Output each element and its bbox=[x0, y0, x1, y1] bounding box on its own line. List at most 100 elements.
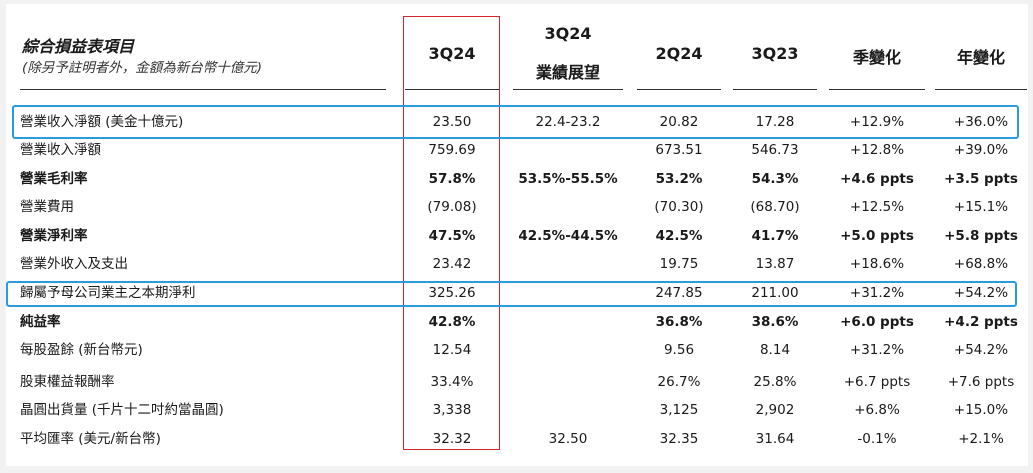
row-label: 平均匯率 (美元/新台幣) bbox=[20, 431, 161, 447]
table-row: 營業毛利率 57.8% 53.5%-55.5% 53.2% 54.3% +4.6… bbox=[0, 165, 1033, 193]
cell-qoq: +6.8% bbox=[854, 402, 900, 418]
cell-2q24: (70.30) bbox=[654, 199, 704, 215]
cell-2q24: 247.85 bbox=[655, 285, 703, 301]
cell-3q24: 3,338 bbox=[432, 402, 472, 418]
cell-3q24: 42.8% bbox=[428, 314, 476, 330]
row-label: 營業收入淨額 (美金十億元) bbox=[20, 114, 184, 130]
cell-3q23: 25.8% bbox=[753, 374, 797, 390]
cell-2q24: 19.75 bbox=[659, 256, 699, 272]
cell-yoy: +39.0% bbox=[953, 142, 1009, 158]
header-3q24-guidance-line1: 3Q24 bbox=[544, 24, 592, 43]
cell-yoy: +5.8 ppts bbox=[944, 228, 1018, 244]
row-label: 營業外收入及支出 bbox=[20, 256, 128, 272]
row-label: 每股盈餘 (新台幣元) bbox=[20, 342, 143, 358]
cell-3q23: 31.64 bbox=[755, 431, 795, 447]
cell-guidance bbox=[513, 368, 623, 396]
row-label: 純益率 bbox=[20, 314, 61, 330]
table-subtitle: (除另予註明者外，金額為新台幣十億元) bbox=[22, 60, 263, 76]
table-title: 綜合損益表項目 bbox=[22, 37, 135, 56]
cell-guidance bbox=[513, 193, 623, 221]
cell-guidance bbox=[513, 336, 623, 364]
table-row: 歸屬予母公司業主之本期淨利 325.26 247.85 211.00 +31.2… bbox=[0, 279, 1033, 307]
cell-3q23: 546.73 bbox=[751, 142, 799, 158]
cell-3q23: 8.14 bbox=[759, 342, 791, 358]
table-row: 營業外收入及支出 23.42 19.75 13.87 +18.6% +68.8% bbox=[0, 250, 1033, 278]
cell-qoq: +4.6 ppts bbox=[840, 171, 914, 187]
header-3q24: 3Q24 bbox=[428, 44, 476, 63]
cell-2q24: 673.51 bbox=[655, 142, 703, 158]
cell-yoy: +36.0% bbox=[953, 114, 1009, 130]
table-row: 晶圓出貨量 (千片十二吋約當晶圓) 3,338 3,125 2,902 +6.8… bbox=[0, 396, 1033, 424]
cell-qoq: +5.0 ppts bbox=[840, 228, 914, 244]
header-rule-c5 bbox=[829, 89, 925, 90]
cell-yoy: +15.0% bbox=[953, 402, 1009, 418]
cell-qoq: +12.5% bbox=[849, 199, 905, 215]
cell-guidance bbox=[513, 396, 623, 424]
cell-yoy: +4.2 ppts bbox=[944, 314, 1018, 330]
header-rule-c4 bbox=[733, 89, 817, 90]
table-row: 營業收入淨額 759.69 673.51 546.73 +12.8% +39.0… bbox=[0, 136, 1033, 164]
cell-qoq: +12.9% bbox=[849, 114, 905, 130]
cell-yoy: +54.2% bbox=[953, 285, 1009, 301]
cell-qoq: +18.6% bbox=[849, 256, 905, 272]
cell-yoy: +2.1% bbox=[958, 431, 1004, 447]
header-2q24: 2Q24 bbox=[655, 44, 703, 63]
header-rule-label bbox=[20, 89, 386, 90]
cell-guidance: 53.5%-55.5% bbox=[518, 171, 618, 187]
row-label: 營業收入淨額 bbox=[20, 142, 101, 158]
cell-3q24: (79.08) bbox=[427, 199, 477, 215]
cell-2q24: 53.2% bbox=[655, 171, 703, 187]
cell-3q23: 211.00 bbox=[751, 285, 799, 301]
cell-2q24: 9.56 bbox=[663, 342, 695, 358]
cell-guidance: 22.4-23.2 bbox=[535, 114, 601, 130]
cell-3q24: 12.54 bbox=[432, 342, 472, 358]
header-rule-c2 bbox=[513, 89, 623, 90]
cell-yoy: +68.8% bbox=[953, 256, 1009, 272]
cell-2q24: 32.35 bbox=[659, 431, 699, 447]
cell-guidance: 42.5%-44.5% bbox=[518, 228, 618, 244]
table-row: 純益率 42.8% 36.8% 38.6% +6.0 ppts +4.2 ppt… bbox=[0, 308, 1033, 336]
table-row: 平均匯率 (美元/新台幣) 32.32 32.50 32.35 31.64 -0… bbox=[0, 425, 1033, 453]
cell-3q23: 54.3% bbox=[751, 171, 799, 187]
header-3q23: 3Q23 bbox=[751, 44, 799, 63]
cell-guidance bbox=[513, 136, 623, 164]
cell-3q24: 23.50 bbox=[432, 114, 472, 130]
cell-guidance: 32.50 bbox=[548, 431, 588, 447]
cell-yoy: +7.6 ppts bbox=[947, 374, 1015, 390]
row-label: 晶圓出貨量 (千片十二吋約當晶圓) bbox=[20, 402, 224, 418]
row-label: 股東權益報酬率 bbox=[20, 374, 115, 390]
cell-guidance bbox=[513, 308, 623, 336]
highlight-revenue-usd-row bbox=[12, 105, 1019, 139]
cell-2q24: 3,125 bbox=[659, 402, 699, 418]
cell-3q23: (68.70) bbox=[750, 199, 800, 215]
row-label: 歸屬予母公司業主之本期淨利 bbox=[20, 285, 196, 301]
cell-qoq: +6.7 ppts bbox=[843, 374, 911, 390]
table-row: 每股盈餘 (新台幣元) 12.54 9.56 8.14 +31.2% +54.2… bbox=[0, 336, 1033, 364]
cell-guidance bbox=[513, 250, 623, 278]
table-row: 營業收入淨額 (美金十億元) 23.50 22.4-23.2 20.82 17.… bbox=[0, 108, 1033, 136]
cell-3q24: 325.26 bbox=[428, 285, 476, 301]
cell-3q23: 17.28 bbox=[755, 114, 795, 130]
cell-qoq: +31.2% bbox=[849, 285, 905, 301]
row-label: 營業費用 bbox=[20, 199, 74, 215]
table-row: 股東權益報酬率 33.4% 26.7% 25.8% +6.7 ppts +7.6… bbox=[0, 368, 1033, 396]
header-rule-c3 bbox=[637, 89, 721, 90]
cell-3q24: 33.4% bbox=[430, 374, 474, 390]
cell-qoq: +12.8% bbox=[849, 142, 905, 158]
header-rule-c6 bbox=[935, 89, 1027, 90]
cell-3q23: 41.7% bbox=[751, 228, 799, 244]
cell-3q23: 2,902 bbox=[755, 402, 795, 418]
cell-2q24: 26.7% bbox=[657, 374, 701, 390]
cell-qoq: -0.1% bbox=[857, 431, 897, 447]
table-row: 營業費用 (79.08) (70.30) (68.70) +12.5% +15.… bbox=[0, 193, 1033, 221]
cell-yoy: +54.2% bbox=[953, 342, 1009, 358]
cell-3q23: 38.6% bbox=[751, 314, 799, 330]
cell-3q24: 32.32 bbox=[432, 431, 472, 447]
cell-3q23: 13.87 bbox=[755, 256, 795, 272]
cell-qoq: +6.0 ppts bbox=[840, 314, 914, 330]
header-rule-c1 bbox=[405, 89, 499, 90]
cell-3q24: 23.42 bbox=[432, 256, 472, 272]
cell-2q24: 20.82 bbox=[659, 114, 699, 130]
cell-3q24: 57.8% bbox=[428, 171, 476, 187]
cell-yoy: +3.5 ppts bbox=[944, 171, 1018, 187]
